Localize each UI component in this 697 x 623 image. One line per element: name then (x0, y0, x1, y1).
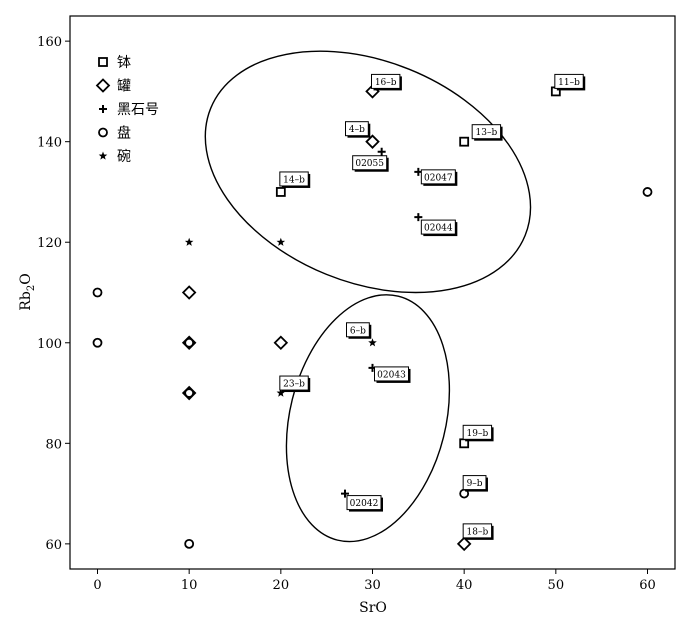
data-point-circle (184, 538, 195, 549)
annotation-box (471, 124, 502, 140)
data-point-plus (377, 147, 386, 156)
annotation-box (279, 171, 309, 187)
annotation-label: 02055 (355, 159, 384, 169)
data-point-circle (92, 287, 103, 298)
y-tick-label: 60 (45, 538, 62, 553)
data-point-square (459, 136, 470, 147)
y-axis-label: Rb2O (18, 273, 37, 310)
y-tick-label: 120 (37, 236, 62, 251)
data-point-plus (414, 213, 423, 222)
annotation-box (345, 121, 369, 137)
annotation-label: 16–b (375, 78, 397, 88)
data-points (92, 84, 653, 552)
annotation-label: 02042 (350, 499, 379, 509)
legend-label: 黑石号 (117, 102, 159, 118)
annotation-box (346, 495, 382, 511)
x-tick-label: 10 (181, 578, 198, 593)
data-point-star (276, 237, 286, 246)
data-point-diamond (365, 134, 380, 149)
data-point-star (276, 388, 286, 397)
annotation-label: 02043 (377, 370, 406, 380)
x-tick-label: 60 (639, 578, 656, 593)
x-tick-label: 40 (456, 578, 473, 593)
annotation-box (554, 73, 584, 89)
cluster-ellipses (204, 50, 532, 543)
x-tick-label: 0 (93, 578, 101, 593)
data-point-diamond (273, 335, 289, 351)
data-point-diamond (456, 536, 472, 552)
data-point-circle (184, 388, 195, 398)
annotation-box (371, 73, 401, 89)
x-tick-label: 30 (364, 578, 381, 593)
data-point-star (368, 338, 377, 347)
legend-label: 盘 (117, 125, 131, 142)
annotation-box (462, 475, 487, 491)
cluster-ellipse (204, 50, 532, 294)
x-tick-label: 50 (548, 578, 565, 593)
data-point-circle (184, 337, 195, 348)
annotation-label: 18–b (467, 527, 489, 537)
annotation-label: 11–b (558, 78, 580, 88)
annotation-label: 13–b (476, 128, 498, 138)
annotation-box (346, 322, 370, 338)
annotation-label: 9–b (467, 479, 483, 489)
annotation-label: 14–b (283, 175, 305, 185)
annotation-box (279, 375, 309, 391)
annotation-label: 02047 (424, 173, 453, 183)
plot-frame (69, 15, 676, 570)
x-axis-label: SrO (359, 600, 387, 616)
legend-marker-square (98, 57, 108, 67)
annotation-box (352, 155, 388, 171)
point-annotations: 16–b 11–b 4–b 13–b 02055 02047 14–b 02044 6–b 020… (279, 73, 586, 540)
annotation-box (462, 424, 493, 440)
y-axis-label-suffix: O (18, 273, 34, 284)
annotation-box (462, 523, 493, 539)
data-point-plus (341, 489, 349, 498)
annotation-label: 02044 (424, 224, 453, 234)
legend-marker-plus (99, 105, 107, 113)
legend-label: 罐 (117, 79, 131, 95)
y-tick-label: 140 (37, 136, 62, 151)
annotation-label: 19–b (467, 429, 489, 439)
legend-marker-star (98, 151, 108, 160)
y-tick-label: 160 (37, 35, 62, 50)
y-axis-label-main: Rb (18, 291, 34, 311)
y-axis-label-subscript: 2 (26, 285, 37, 291)
data-point-star (184, 237, 194, 246)
legend-label: 碗 (117, 149, 131, 165)
annotation-box (374, 366, 409, 382)
cluster-ellipse (285, 294, 451, 543)
annotation-label: 4–b (349, 125, 365, 135)
data-point-circle (642, 187, 653, 197)
data-point-square (275, 187, 286, 197)
axis-ticks: 0 10 20 30 40 50 60 60 80 100 120 140 160 (37, 35, 656, 593)
annotation-box (420, 169, 456, 185)
legend-marker-circle (98, 127, 108, 138)
legend-marker-diamond (95, 78, 111, 93)
data-point-circle (92, 337, 103, 348)
annotation-label: 23–b (283, 380, 305, 390)
annotation-label: 6–b (350, 326, 366, 336)
data-point-diamond (181, 285, 197, 300)
x-tick-label: 20 (273, 578, 290, 593)
y-tick-label: 80 (45, 437, 62, 452)
legend-label: 钵 (117, 55, 131, 71)
y-tick-label: 100 (37, 337, 62, 352)
annotation-box (420, 219, 456, 235)
